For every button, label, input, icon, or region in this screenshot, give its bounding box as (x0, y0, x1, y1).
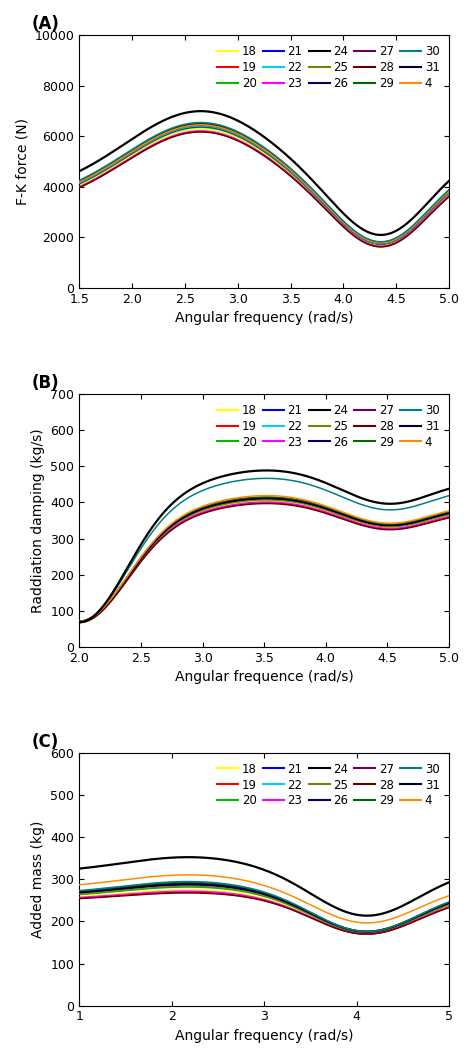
Y-axis label: Added mass (kg): Added mass (kg) (31, 821, 45, 938)
Y-axis label: Raddiation damping (kg/s): Raddiation damping (kg/s) (31, 428, 45, 613)
Legend: 18, 19, 20, 21, 22, 23, 24, 25, 26, 27, 28, 29, 30, 31, 4: 18, 19, 20, 21, 22, 23, 24, 25, 26, 27, … (214, 400, 443, 452)
Text: (A): (A) (31, 15, 59, 33)
Text: (C): (C) (31, 732, 58, 750)
Legend: 18, 19, 20, 21, 22, 23, 24, 25, 26, 27, 28, 29, 30, 31, 4: 18, 19, 20, 21, 22, 23, 24, 25, 26, 27, … (214, 759, 443, 811)
X-axis label: Angular frequency (rad/s): Angular frequency (rad/s) (175, 1029, 354, 1043)
Text: (B): (B) (31, 373, 59, 391)
Y-axis label: F-K force (N): F-K force (N) (15, 118, 29, 205)
X-axis label: Angular frequence (rad/s): Angular frequence (rad/s) (175, 670, 354, 685)
X-axis label: Angular frequency (rad/s): Angular frequency (rad/s) (175, 311, 354, 325)
Legend: 18, 19, 20, 21, 22, 23, 24, 25, 26, 27, 28, 29, 30, 31, 4: 18, 19, 20, 21, 22, 23, 24, 25, 26, 27, … (214, 41, 443, 93)
